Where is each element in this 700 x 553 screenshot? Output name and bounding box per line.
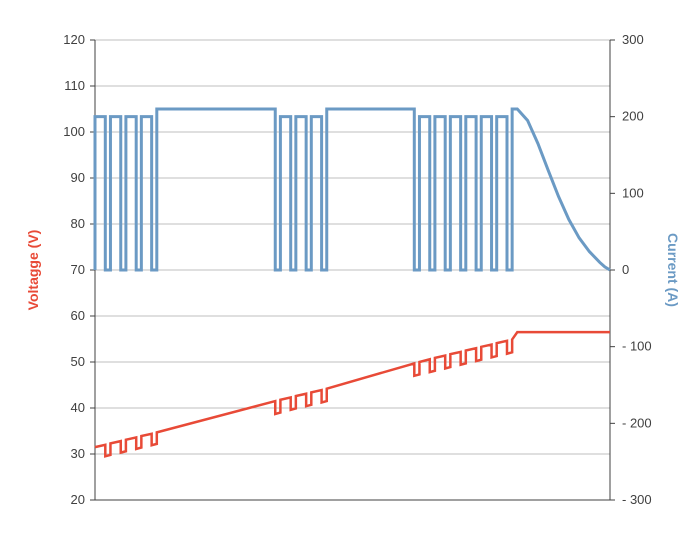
tick-label-left: 100 <box>63 124 85 139</box>
chart-container: 20 30 40 50 60 70 80 90 100 110 120 - 300 - 200 - 100… <box>0 0 700 553</box>
tick-label-right: - 100 <box>622 339 652 354</box>
tick-label-left: 20 <box>71 492 85 507</box>
tick-label-left: 110 <box>64 78 85 93</box>
tick-label-left: 40 <box>71 400 85 415</box>
tick-label-right: - 300 <box>622 492 652 507</box>
tick-label-right: 0 <box>622 262 629 277</box>
tick-label-left: 70 <box>71 262 85 277</box>
tick-label-left: 90 <box>71 170 85 185</box>
tick-label-right: - 200 <box>622 415 652 430</box>
tick-label-left: 50 <box>71 354 85 369</box>
tick-label-right: 100 <box>622 185 644 200</box>
tick-label-left: 120 <box>63 32 85 47</box>
tick-label-left: 30 <box>71 446 85 461</box>
tick-label-right: 200 <box>622 109 644 124</box>
tick-label-left: 60 <box>71 308 85 323</box>
y-label-left: Voltagge (V) <box>25 230 41 311</box>
tick-label-left: 80 <box>71 216 85 231</box>
y-label-right: Current (A) <box>665 233 681 307</box>
chart-svg: 20 30 40 50 60 70 80 90 100 110 120 - 300 - 200 - 100… <box>0 0 700 553</box>
tick-label-right: 300 <box>622 32 644 47</box>
